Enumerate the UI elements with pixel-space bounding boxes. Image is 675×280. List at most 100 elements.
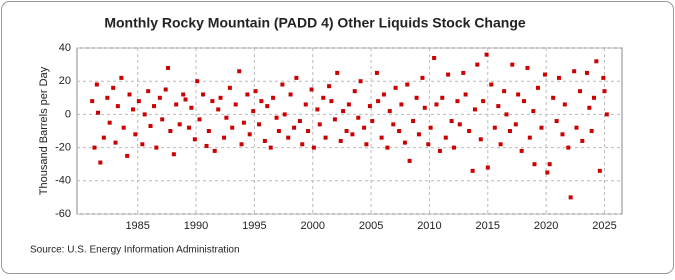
point [115,104,120,109]
point [131,107,136,112]
point [253,89,258,94]
point [472,107,477,112]
x-tick-label: 1990 [184,220,208,232]
point [516,92,521,97]
point [399,102,404,107]
y-tick-label: 0 [65,108,71,120]
x-tick-label: 2015 [476,220,500,232]
x-tick-label: 2010 [417,220,441,232]
point [364,142,369,147]
point [539,125,544,130]
point [192,137,197,142]
point [127,92,132,97]
point [303,102,308,107]
point [481,99,486,104]
point [98,160,103,165]
point [367,104,372,109]
point [259,99,264,104]
point [113,140,118,145]
point [556,75,561,80]
point [411,119,416,124]
point [535,85,540,90]
point [133,132,138,137]
point [451,145,456,150]
point [210,99,215,104]
point [566,145,571,150]
point [358,79,363,84]
point [265,104,270,109]
point [212,148,217,153]
point [292,125,297,130]
point [604,112,609,117]
point [92,145,97,150]
point [531,109,536,114]
point [551,95,556,100]
point [594,59,599,64]
point [414,95,419,100]
y-tick-label: -20 [55,142,71,154]
y-axis-label: Thousand Barrels per Day [38,66,50,195]
point [90,99,95,104]
point [309,87,314,92]
point [187,125,192,130]
point [197,117,202,122]
point [478,137,483,142]
point [206,129,211,133]
point [434,102,439,107]
point [222,135,227,140]
point [146,89,151,94]
point [107,120,112,125]
y-tick-label: -40 [55,175,71,187]
point [286,135,291,140]
point [572,69,577,74]
point [241,120,246,125]
point [251,109,256,114]
point [402,140,407,145]
point [294,75,299,80]
point [370,119,375,124]
point [323,135,328,140]
point [332,117,337,122]
point [338,138,343,143]
point [350,132,355,137]
point [504,112,509,117]
point [230,125,235,130]
point [440,95,445,100]
point [461,70,466,75]
point [446,72,451,77]
x-tick-label: 2005 [359,220,383,232]
point [467,129,472,133]
point [560,132,565,137]
point [416,132,421,137]
point [329,99,334,104]
y-tick-label: 40 [59,42,71,54]
point [519,148,524,153]
point [587,105,592,110]
point [311,145,316,150]
point [247,132,252,137]
point [527,135,532,140]
point [171,152,176,157]
point [502,89,507,94]
point [393,85,398,90]
point [601,75,606,80]
point [554,119,559,124]
x-tick-label: 2000 [300,220,324,232]
point [288,92,293,97]
point [507,129,512,133]
point [300,142,305,147]
x-tick-label: 1995 [242,220,266,232]
point [405,82,410,87]
point [492,125,497,130]
point [297,119,302,124]
point [496,104,501,109]
point [119,75,124,80]
point [140,142,145,147]
point [245,92,250,97]
point [154,145,159,150]
point [101,135,106,140]
point [177,122,182,127]
point [362,125,367,130]
point [183,97,188,102]
